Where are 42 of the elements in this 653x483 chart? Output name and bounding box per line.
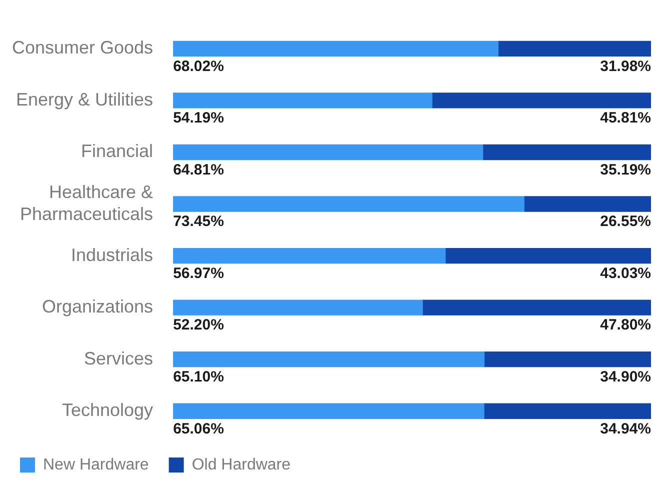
bar	[173, 352, 485, 368]
data-label: 43.03%	[600, 264, 651, 282]
bar	[432, 92, 651, 108]
bar	[524, 196, 651, 212]
y-tick-label: Industrials	[71, 244, 154, 265]
y-tick-label: Healthcare & Pharmaceuticals	[20, 182, 154, 224]
data-label: 34.90%	[600, 368, 651, 386]
bar	[484, 403, 651, 419]
data-label: 68.02%	[173, 58, 224, 75]
bar	[173, 403, 484, 419]
y-tick-label: Organizations	[42, 296, 154, 317]
y-tick-label: Services	[84, 348, 154, 368]
data-label: 52.20%	[173, 316, 224, 334]
bar	[173, 40, 498, 57]
bar	[482, 144, 651, 160]
bar	[484, 352, 651, 368]
data-label: 26.55%	[600, 213, 651, 230]
legend-label: New Hardware	[43, 456, 149, 474]
y-tick-label: Energy & Utilities	[16, 89, 154, 110]
bar	[422, 300, 651, 316]
data-label: 64.81%	[173, 161, 224, 178]
bar	[173, 248, 446, 264]
y-tick-label: Consumer Goods	[12, 38, 154, 58]
bar	[173, 300, 423, 316]
data-label: 65.06%	[173, 420, 224, 438]
y-tick-label: Financial	[81, 141, 154, 162]
y-tick-label: Technology	[62, 400, 154, 420]
bar	[445, 248, 651, 264]
data-label: 47.80%	[600, 316, 651, 334]
bar	[498, 40, 651, 57]
data-label: 54.19%	[173, 110, 224, 127]
data-label: 45.81%	[600, 110, 651, 127]
data-label: 56.97%	[173, 264, 224, 282]
bar	[173, 92, 432, 108]
legend-label: Old Hardware	[192, 456, 291, 474]
data-label: 73.45%	[173, 213, 224, 230]
bar	[173, 196, 524, 212]
data-label: 31.98%	[600, 58, 651, 75]
bar	[173, 144, 484, 160]
data-label: 35.19%	[600, 161, 651, 178]
data-label: 34.94%	[600, 420, 651, 438]
data-label: 65.10%	[173, 368, 224, 386]
